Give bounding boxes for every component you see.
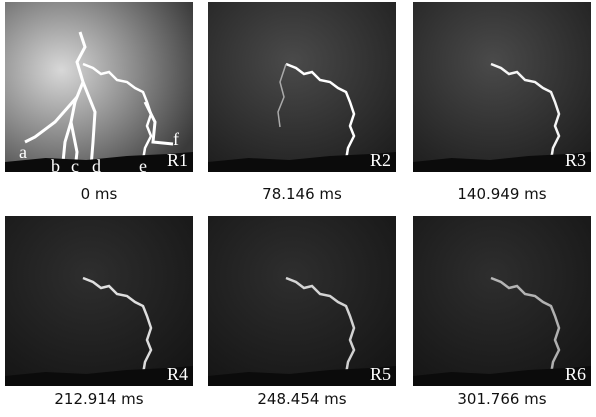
channel-label: c bbox=[71, 156, 79, 176]
image-panel: R4 bbox=[5, 216, 193, 386]
image-panel: R6 bbox=[413, 216, 591, 386]
image-background bbox=[413, 216, 591, 386]
panel-label: R2 bbox=[370, 150, 391, 170]
time-caption: 248.454 ms bbox=[257, 390, 346, 408]
channel-label: b bbox=[51, 156, 60, 176]
time-caption: 0 ms bbox=[81, 185, 118, 203]
image-background bbox=[208, 216, 396, 386]
image-background bbox=[413, 2, 591, 172]
panel-label: R3 bbox=[565, 150, 586, 170]
channel-label: e bbox=[139, 156, 147, 176]
figure: R1 R2 R3 R4 R5 R6 a b c d e f 0 ms 78.146 ms 14… bbox=[0, 0, 596, 412]
image-background bbox=[5, 216, 193, 386]
image-background bbox=[5, 2, 193, 172]
time-caption: 301.766 ms bbox=[457, 390, 546, 408]
time-caption: 140.949 ms bbox=[457, 185, 546, 203]
panel-label: R1 bbox=[167, 150, 188, 170]
image-panel: R3 bbox=[413, 2, 591, 172]
panel-label: R4 bbox=[167, 364, 188, 384]
image-panel: R2 bbox=[208, 2, 396, 172]
channel-label: d bbox=[92, 156, 101, 176]
time-caption: 78.146 ms bbox=[262, 185, 342, 203]
image-panel: R1 bbox=[5, 2, 193, 172]
channel-label: f bbox=[173, 129, 179, 149]
channel-label: a bbox=[19, 142, 27, 162]
time-caption: 212.914 ms bbox=[54, 390, 143, 408]
image-panel: R5 bbox=[208, 216, 396, 386]
image-background bbox=[208, 2, 396, 172]
panel-label: R5 bbox=[370, 364, 391, 384]
panel-label: R6 bbox=[565, 364, 586, 384]
